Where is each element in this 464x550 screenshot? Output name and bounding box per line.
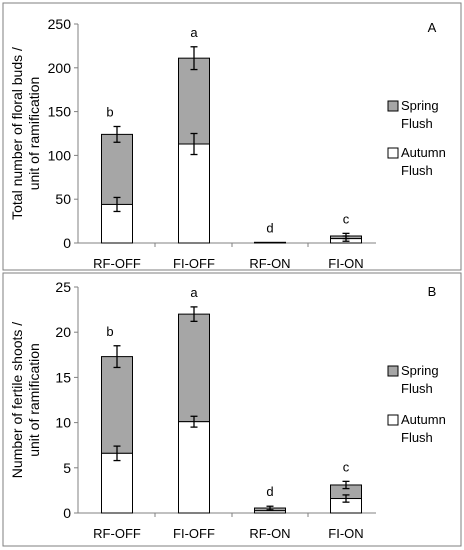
bar-spring-flush [101,356,133,454]
y-tick-label: 5 [63,460,71,476]
x-tick-label: RF-OFF [93,526,141,541]
bar-autumn-flush [254,510,286,514]
y-tick-label: 25 [55,279,71,295]
x-tick-label: RF-ON [249,256,290,271]
y-axis-label-line2: unit of ramification [26,343,42,457]
bar-spring-flush [101,133,133,205]
legend-label-line2: Flush [401,163,433,178]
panel-frame [2,2,462,271]
y-axis-label-line1: Number of fertile shoots / [9,322,25,479]
legend-swatch [387,365,399,377]
legend-label-line1: Spring [401,363,439,378]
y-axis-label-line1: Total number of floral buds / [9,47,25,220]
x-tick-label: FI-ON [328,526,363,541]
legend-label-line2: Flush [401,381,433,396]
significance-letter: d [266,220,273,235]
panel-frame [2,272,462,547]
bar-autumn-flush [101,452,133,514]
y-tick-label: 50 [55,191,71,207]
legend-swatch [387,414,399,426]
y-tick-label: 20 [55,324,71,340]
legend-label-line1: Spring [401,98,439,113]
y-tick-label: 0 [63,505,71,521]
significance-letter: d [266,484,273,499]
y-tick-label: 10 [55,415,71,431]
x-tick-label: RF-ON [249,526,290,541]
y-axis-label-line2: unit of ramification [26,77,42,191]
bar-spring-flush [178,57,210,145]
legend-label-line2: Flush [401,430,433,445]
legend-swatch [387,147,399,159]
panel-label: B [428,284,437,299]
x-tick-label: RF-OFF [93,256,141,271]
significance-letter: c [343,211,350,226]
y-tick-label: 0 [63,235,71,251]
y-tick-label: 15 [55,369,71,385]
significance-letter: b [106,104,113,119]
y-tick-label: 150 [48,104,72,120]
y-tick-label: 250 [48,16,72,32]
panel-label: A [428,20,437,35]
x-tick-label: FI-OFF [173,526,215,541]
significance-letter: b [106,324,113,339]
y-tick-label: 200 [48,60,72,76]
bar-spring-flush [178,313,210,423]
x-tick-label: FI-ON [328,256,363,271]
legend-label-line1: Autumn [401,412,446,427]
legend-label-line1: Autumn [401,145,446,160]
legend-label-line2: Flush [401,116,433,131]
legend-swatch [387,100,399,112]
y-tick-label: 100 [48,147,72,163]
bar-autumn-flush [178,421,210,514]
significance-letter: a [190,285,198,300]
x-tick-label: FI-OFF [173,256,215,271]
significance-letter: c [343,459,350,474]
bar-autumn-flush [178,143,210,244]
significance-letter: a [190,25,198,40]
